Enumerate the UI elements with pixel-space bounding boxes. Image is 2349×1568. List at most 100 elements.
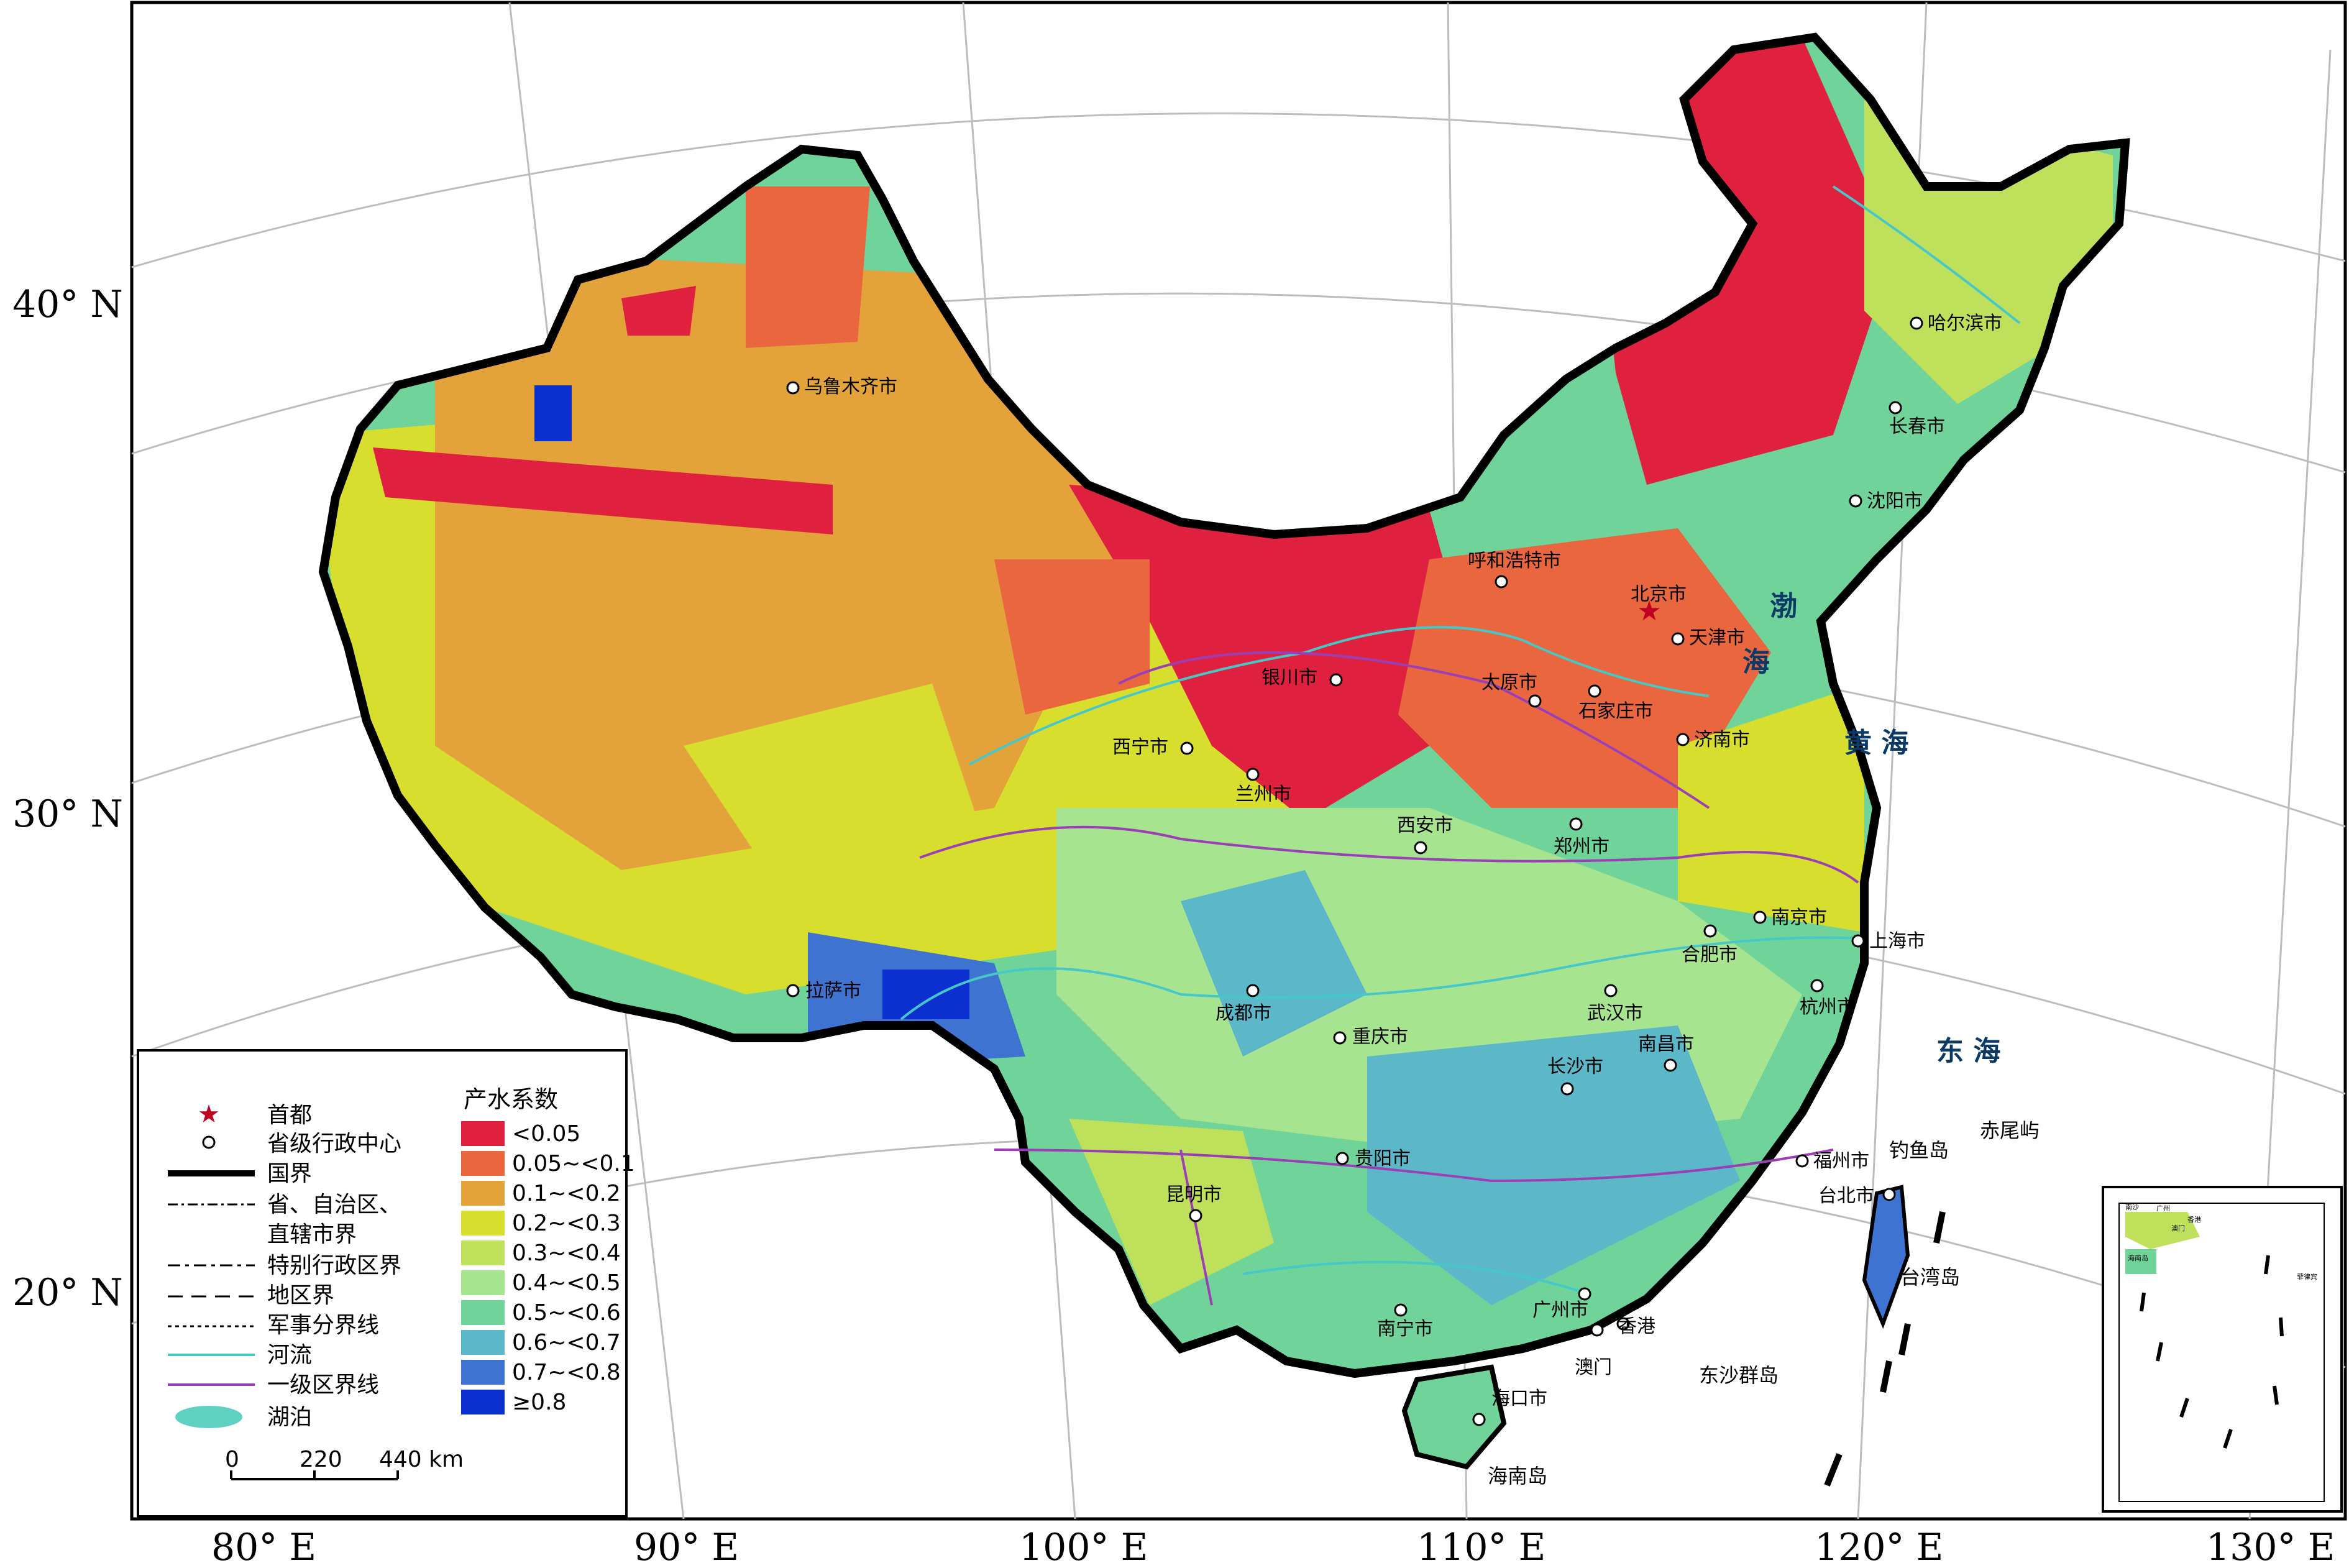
city-lanzhou: 兰州市 xyxy=(1235,768,1291,805)
legend-swatch-2 xyxy=(461,1181,505,1206)
svg-text:西宁市: 西宁市 xyxy=(1112,736,1168,758)
svg-text:乌鲁木齐市: 乌鲁木齐市 xyxy=(804,376,897,398)
legend-classes: <0.05 0.05~<0.1 0.1~<0.2 0.2~<0.3 0.3~<0.4 0.… xyxy=(461,1121,635,1415)
svg-text:西安市: 西安市 xyxy=(1397,815,1453,837)
svg-text:南京市: 南京市 xyxy=(1771,907,1827,928)
svg-text:上海市: 上海市 xyxy=(1869,930,1925,952)
lon-label-110: 110° E xyxy=(1417,1526,1545,1568)
city-chengdu: 成都市 xyxy=(1216,984,1271,1024)
scale-bar: 0 220 440 km xyxy=(225,1447,464,1480)
city-taipei: 台北市 xyxy=(1818,1185,1896,1207)
svg-text:武汉市: 武汉市 xyxy=(1587,1002,1643,1024)
inset-label-macau: 澳门 xyxy=(2171,1224,2185,1232)
svg-text:兰州市: 兰州市 xyxy=(1235,784,1291,805)
island-diaoyu: 钓鱼岛 xyxy=(1889,1139,1949,1162)
svg-text:北京市: 北京市 xyxy=(1631,584,1687,605)
svg-text:天津市: 天津市 xyxy=(1689,627,1745,649)
scale-tick-0: 0 xyxy=(225,1447,239,1472)
south-sea-inset: 南沙 广州 香港 澳门 海南岛 菲律宾 xyxy=(2102,1186,2343,1513)
svg-text:太原市: 太原市 xyxy=(1481,672,1537,694)
city-nanchang: 南昌市 xyxy=(1638,1034,1694,1072)
city-fuzhou: 福州市 xyxy=(1795,1150,1869,1172)
island-dongsha: 东沙群岛 xyxy=(1699,1364,1779,1387)
svg-text:台北市: 台北市 xyxy=(1818,1185,1874,1207)
legend-capital-label: 首都 xyxy=(267,1103,312,1128)
sea-bohai-2: 海 xyxy=(1742,646,1770,678)
hainan-island xyxy=(1401,1364,1507,1470)
city-changsha: 长沙市 xyxy=(1547,1056,1603,1096)
legend-swatch-4 xyxy=(461,1240,505,1265)
taiwan-island xyxy=(1862,1185,1910,1329)
rivers xyxy=(900,185,2021,1294)
svg-text:长春市: 长春市 xyxy=(1889,416,1945,438)
legend-sar-label: 特别行政区界 xyxy=(267,1253,401,1278)
legend-class-label-8: 0.7~<0.8 xyxy=(512,1360,621,1385)
legend-provincial-label: 省级行政中心 xyxy=(267,1131,401,1157)
svg-text:海口市: 海口市 xyxy=(1491,1388,1547,1410)
city-macau: 澳门 xyxy=(1575,1323,1612,1378)
scale-tick-1: 220 xyxy=(300,1447,342,1472)
svg-text:哈尔滨市: 哈尔滨市 xyxy=(1928,313,2002,334)
city-zhengzhou: 郑州市 xyxy=(1554,817,1610,858)
svg-text:昆明市: 昆明市 xyxy=(1166,1184,1222,1206)
city-xining: 西宁市 xyxy=(1112,736,1194,758)
city-xian: 西安市 xyxy=(1397,815,1453,855)
legend-provincial-symbol xyxy=(202,1135,216,1149)
legend-swatch-0 xyxy=(461,1121,505,1146)
svg-text:广州市: 广州市 xyxy=(1532,1300,1588,1321)
svg-text:香港: 香港 xyxy=(1618,1316,1655,1337)
city-kunming: 昆明市 xyxy=(1166,1184,1222,1222)
island-taiwan: 台湾岛 xyxy=(1900,1265,1960,1289)
city-hangzhou: 杭州市 xyxy=(1800,979,1856,1018)
maritime-boundary-marks xyxy=(1824,1211,1946,1487)
svg-text:★: ★ xyxy=(1637,595,1661,627)
svg-text:郑州市: 郑州市 xyxy=(1554,836,1610,858)
legend-provincial-line-label-2: 直辖市界 xyxy=(267,1222,357,1247)
svg-text:石家庄市: 石家庄市 xyxy=(1578,700,1653,722)
lat-label-30: 30° N xyxy=(12,792,123,836)
inset-label-nansha: 南沙 xyxy=(2125,1203,2139,1211)
legend-swatch-1 xyxy=(461,1151,505,1176)
city-shenyang: 沈阳市 xyxy=(1849,490,1923,512)
city-beijing: ★北京市 xyxy=(1631,584,1687,627)
legend-provincial-line-label-1: 省、自治区、 xyxy=(267,1192,401,1217)
svg-text:福州市: 福州市 xyxy=(1813,1150,1869,1172)
legend-class-title: 产水系数 xyxy=(464,1086,558,1113)
legend-border-label: 国界 xyxy=(267,1161,312,1186)
legend-swatch-8 xyxy=(461,1360,505,1385)
lat-label-40: 40° N xyxy=(12,283,123,326)
legend-prefecture-label: 地区界 xyxy=(267,1283,334,1308)
legend-class-label-5: 0.4~<0.5 xyxy=(512,1270,621,1296)
city-changchun: 长春市 xyxy=(1889,401,1945,438)
city-urumqi: 乌鲁木齐市 xyxy=(786,376,897,398)
inset-label-guangzhou: 广州 xyxy=(2156,1204,2170,1213)
city-chongqing: 重庆市 xyxy=(1333,1026,1408,1048)
inset-label-hainan: 海南岛 xyxy=(2128,1254,2148,1262)
city-yinchuan: 银川市 xyxy=(1262,667,1343,689)
legend-swatch-3 xyxy=(461,1211,505,1236)
city-shijiazhuang: 石家庄市 xyxy=(1578,684,1653,722)
city-hongkong: 香港 xyxy=(1616,1316,1655,1337)
legend-class-label-2: 0.1~<0.2 xyxy=(512,1181,621,1206)
svg-text:银川市: 银川市 xyxy=(1262,667,1317,689)
city-shanghai: 上海市 xyxy=(1851,930,1925,952)
city-tianjin: 天津市 xyxy=(1671,627,1745,649)
island-hainan: 海南岛 xyxy=(1488,1464,1547,1488)
legend-capital-symbol: ★ xyxy=(198,1100,220,1129)
svg-text:济南市: 济南市 xyxy=(1694,729,1750,751)
inset-label-philippines: 菲律宾 xyxy=(2297,1272,2317,1281)
city-nanning: 南宁市 xyxy=(1377,1303,1433,1340)
legend-swatch-6 xyxy=(461,1300,505,1325)
island-chiwei: 赤尾屿 xyxy=(1980,1119,2040,1142)
city-taiyuan: 太原市 xyxy=(1481,672,1542,708)
city-jinan: 济南市 xyxy=(1676,729,1750,751)
sea-bohai-1: 渤 xyxy=(1770,590,1797,622)
sea-donghai: 东 海 xyxy=(1936,1035,2000,1067)
svg-text:合肥市: 合肥市 xyxy=(1682,944,1738,966)
legend-swatch-7 xyxy=(461,1330,505,1355)
svg-text:长沙市: 长沙市 xyxy=(1547,1056,1603,1078)
city-hohhot: 呼和浩特市 xyxy=(1468,550,1561,589)
legend-river-label: 河流 xyxy=(267,1342,312,1368)
legend-zone-label: 一级区界线 xyxy=(267,1372,379,1398)
